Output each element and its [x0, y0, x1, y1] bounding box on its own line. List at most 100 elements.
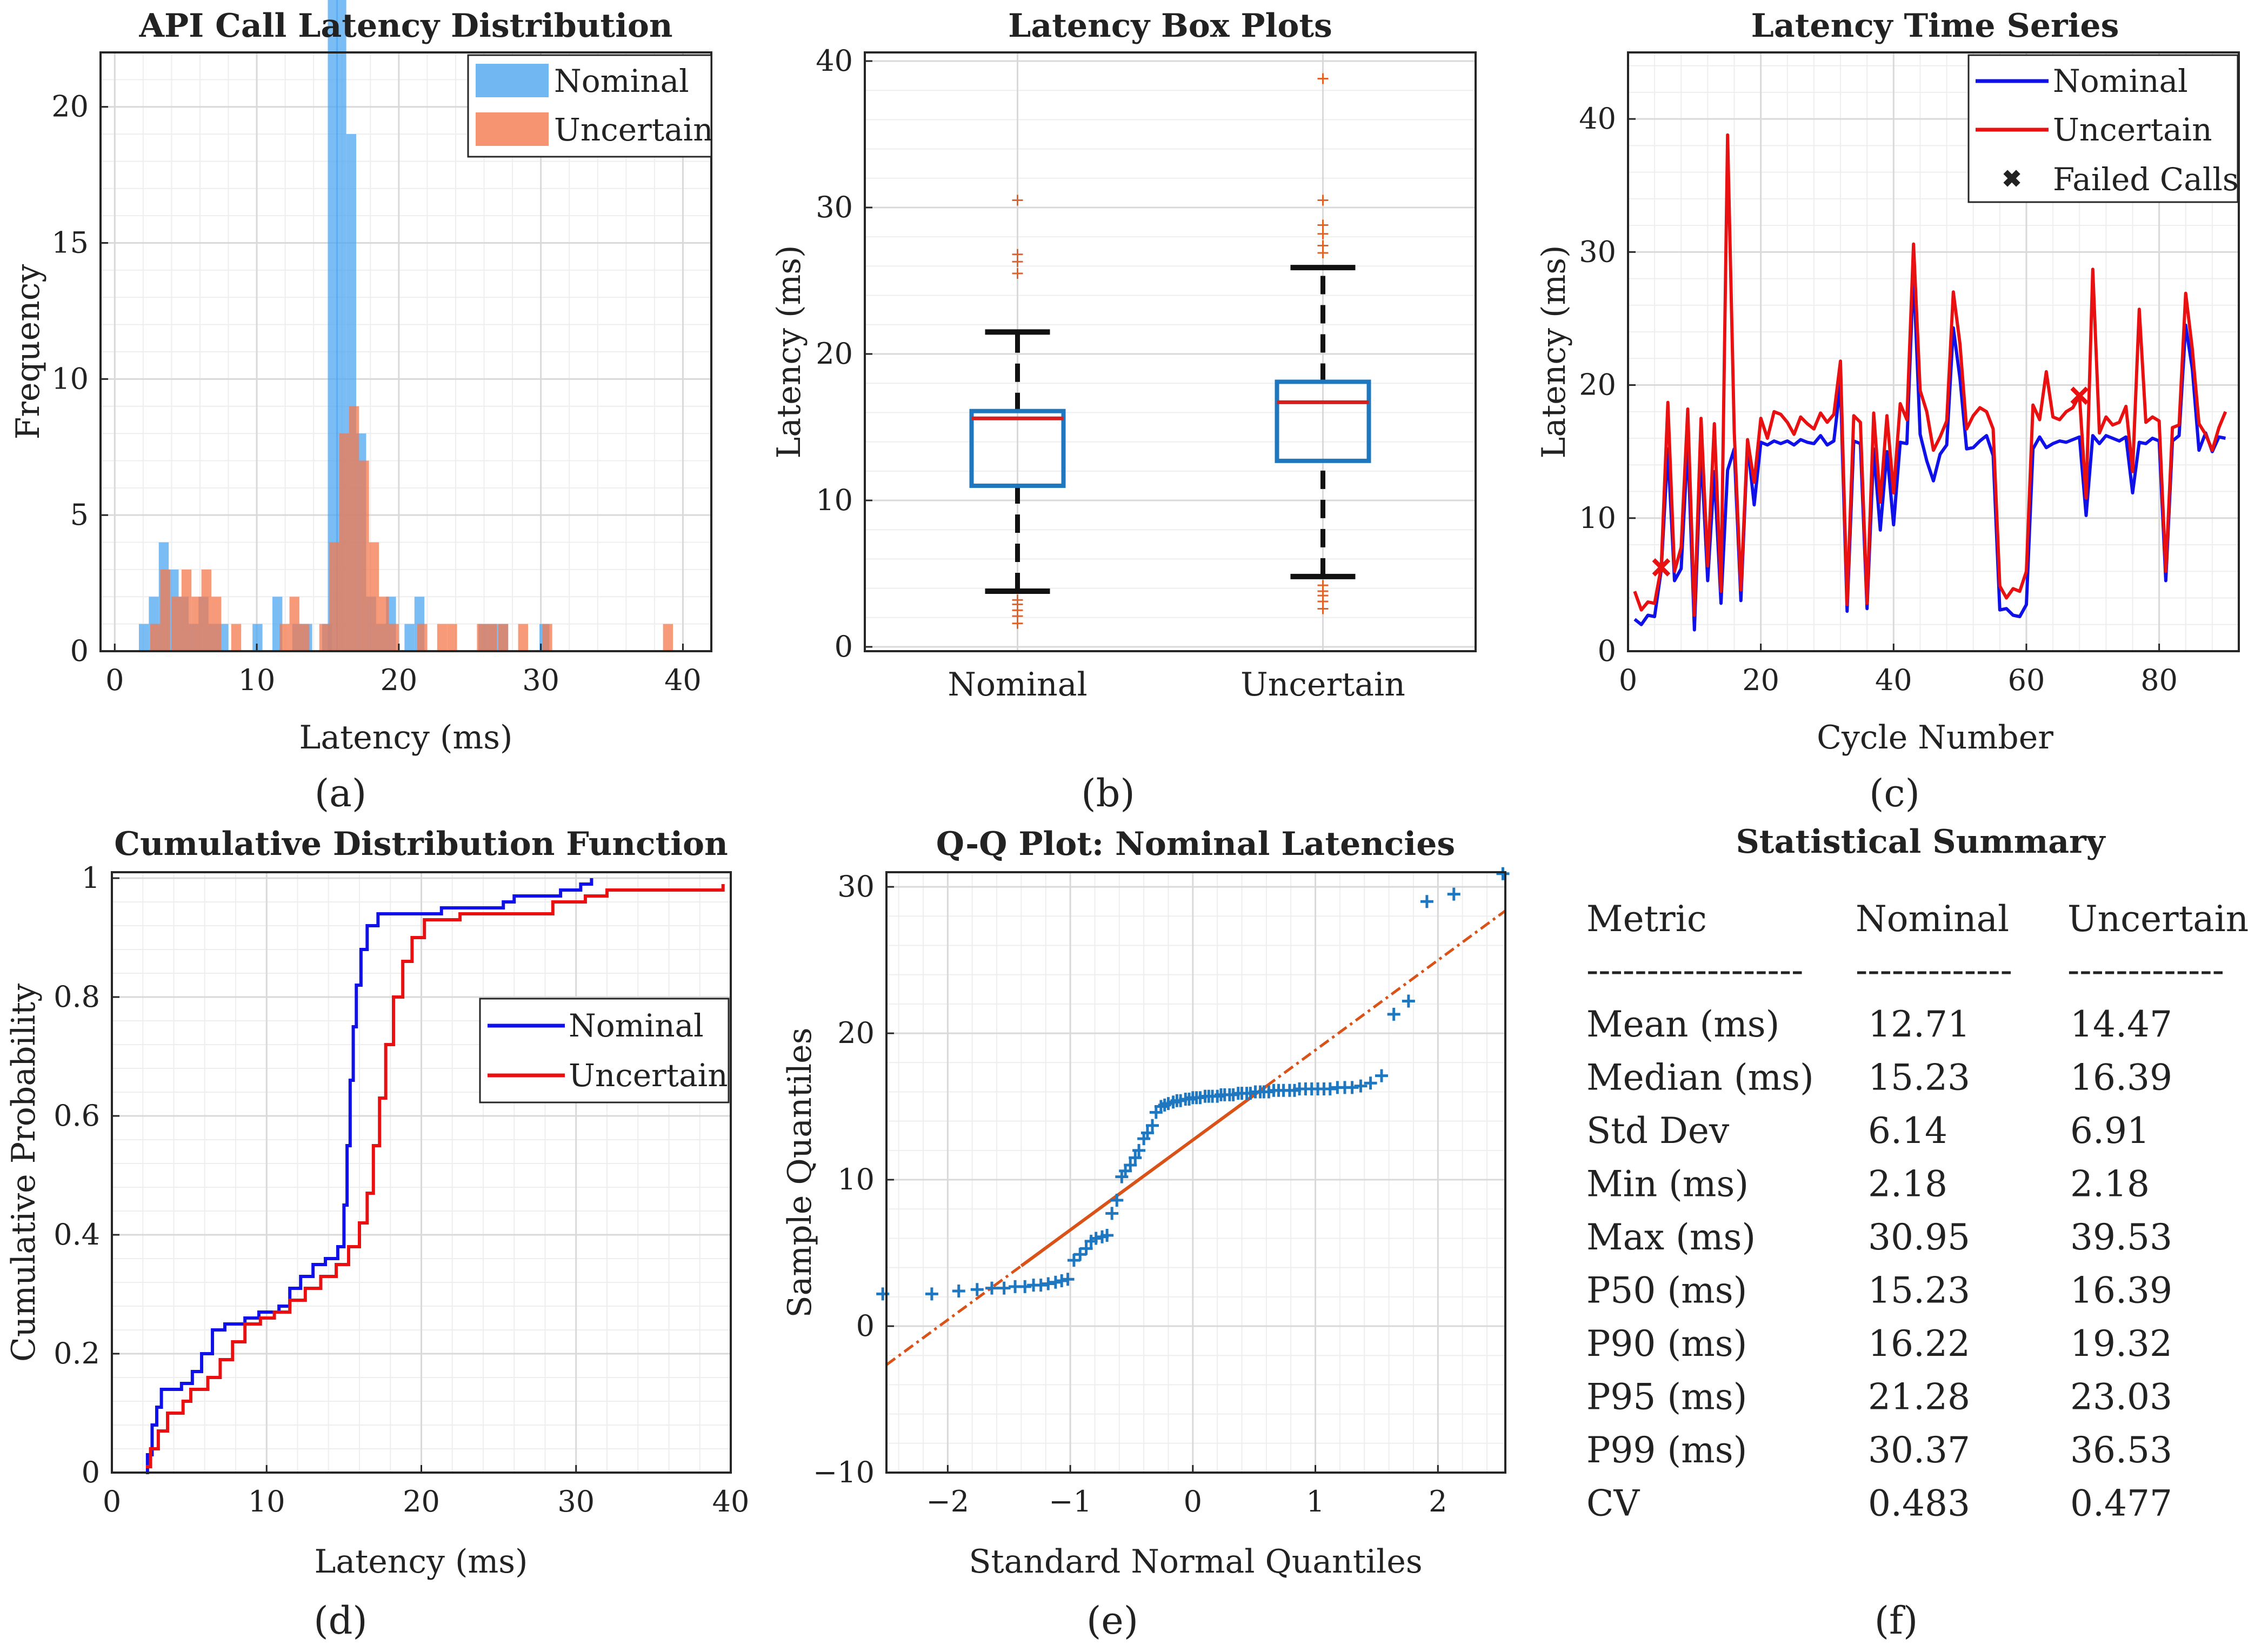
b-outlier [1317, 240, 1329, 251]
f-row-value: 14.47 [2070, 1004, 2172, 1045]
c-xtick-label: 60 [2008, 663, 2045, 697]
e-qq-point [1496, 867, 1510, 880]
f-table: Metric Nominal Uncertain------------------… [1586, 898, 2248, 1524]
a-bar-nominal [404, 624, 415, 651]
c-ylabel: Latency (ms) [1535, 245, 1573, 459]
f-row-metric: Min (ms) [1586, 1163, 1749, 1205]
a-bar-uncertain [211, 597, 222, 651]
e-qq-point [1100, 1229, 1114, 1242]
e-qq-point [1049, 1275, 1062, 1289]
b-outlier [1012, 594, 1023, 606]
f-header-uncertain: Uncertain [2067, 898, 2248, 940]
a-bar-uncertain [181, 569, 192, 651]
a-bar-uncertain [231, 624, 242, 651]
a-bar-uncertain [329, 542, 339, 651]
c-xtick-label: 40 [1875, 663, 1912, 697]
d-line-nominal [145, 878, 593, 1474]
a-bar-uncertain [160, 569, 170, 651]
d-lines [145, 878, 725, 1474]
a-ytick-label: 5 [70, 498, 89, 532]
a-bar-uncertain [542, 624, 552, 651]
a-bar-uncertain [417, 624, 428, 651]
b-ytick-label: 0 [835, 630, 853, 664]
a-bar-uncertain [289, 597, 299, 651]
a-ticks: 0 10 20 30 40 0 5 10 15 20 [51, 90, 702, 697]
e-xtick-label: 0 [1184, 1484, 1202, 1519]
d-xtick-label: 0 [103, 1484, 121, 1519]
a-bar-uncertain [319, 624, 330, 651]
a-xtick-label: 10 [238, 663, 276, 697]
b-outlier [1012, 267, 1023, 279]
b-outlier [1012, 195, 1023, 206]
panel-a-histogram: 0 10 20 30 40 0 5 10 15 20 API Call Latency Distr… [9, 0, 713, 815]
d-ytick-label: 0.4 [54, 1218, 100, 1252]
e-ref-line-lower [885, 1265, 1022, 1366]
d-legend-nominal: Nominal [569, 1007, 704, 1044]
b-title: Latency Box Plots [1008, 7, 1332, 45]
e-qq-point [1034, 1279, 1048, 1292]
d-ytick-label: 0.6 [54, 1099, 100, 1133]
f-row-metric: Max (ms) [1586, 1216, 1756, 1258]
f-row-value: 16.39 [2070, 1270, 2172, 1312]
d-legend-uncertain: Uncertain [569, 1057, 728, 1094]
e-qq-point [1345, 1081, 1359, 1094]
b-grid [865, 52, 1476, 651]
f-row-value: 23.03 [2070, 1376, 2172, 1418]
a-bar-nominal [328, 0, 338, 651]
d-xtick-label: 30 [557, 1484, 595, 1519]
b-ytick-label: 20 [816, 337, 853, 371]
b-xtick-label: Uncertain [1240, 666, 1405, 704]
b-outlier [1317, 580, 1329, 591]
panel-c-timeseries: 0 20 40 60 80 0 10 20 30 40 Latency Time Series C… [1535, 7, 2240, 815]
e-xtick-label: 1 [1306, 1484, 1324, 1519]
e-qq-point [997, 1281, 1011, 1295]
e-qq-point [952, 1284, 965, 1297]
b-box-nominal [969, 409, 1066, 488]
a-bar-uncertain [486, 624, 497, 651]
e-qq-point [1018, 1280, 1032, 1293]
e-marks [876, 867, 1510, 1366]
d-xtick-label: 40 [712, 1484, 750, 1519]
f-row-metric: P50 (ms) [1586, 1270, 1747, 1312]
b-outlier [1317, 219, 1329, 231]
a-legend: Nominal Uncertain [467, 54, 713, 158]
f-row-value: 2.18 [1868, 1163, 1947, 1205]
e-panel-letter: (e) [1086, 1599, 1138, 1643]
e-qq-point [1079, 1242, 1093, 1255]
f-row-value: 6.91 [2070, 1110, 2150, 1152]
f-row-value: 0.477 [2070, 1483, 2172, 1524]
f-row-value: 30.95 [1868, 1216, 1970, 1258]
c-panel-letter: (c) [1869, 771, 1920, 815]
f-row-metric: P99 (ms) [1586, 1429, 1747, 1471]
e-qq-point [1402, 994, 1415, 1008]
a-ytick-label: 15 [51, 226, 89, 260]
e-grid [886, 872, 1505, 1474]
b-axes-box [864, 51, 1477, 652]
e-ytick-label: 0 [856, 1309, 875, 1343]
f-row-metric: Mean (ms) [1586, 1004, 1779, 1045]
d-xtick-label: 20 [403, 1484, 440, 1519]
a-bar-uncertain [447, 624, 457, 651]
a-title: API Call Latency Distribution [138, 7, 672, 45]
a-xtick-label: 20 [381, 663, 418, 697]
f-row-metric: CV [1586, 1483, 1640, 1524]
a-xlabel: Latency (ms) [299, 719, 513, 757]
c-ytick-label: 20 [1579, 368, 1616, 402]
e-qq-point [1420, 895, 1433, 908]
e-qq-point [1110, 1193, 1124, 1207]
b-panel-letter: (b) [1081, 771, 1135, 815]
a-legend-swatch-uncertain [476, 112, 549, 146]
e-qq-point [1354, 1079, 1368, 1093]
b-boxes [969, 73, 1371, 629]
e-axes-box [885, 871, 1506, 1474]
a-bar-uncertain [201, 569, 211, 651]
d-ytick-label: 0 [82, 1455, 100, 1489]
a-ytick-label: 10 [51, 362, 89, 396]
c-title: Latency Time Series [1751, 7, 2119, 45]
a-panel-letter: (a) [315, 771, 366, 815]
c-failed-call-marker [2070, 386, 2089, 405]
c-xlabel: Cycle Number [1817, 719, 2053, 757]
f-row-value: 6.14 [1868, 1110, 1947, 1152]
b-box-uncertain [1275, 379, 1371, 463]
